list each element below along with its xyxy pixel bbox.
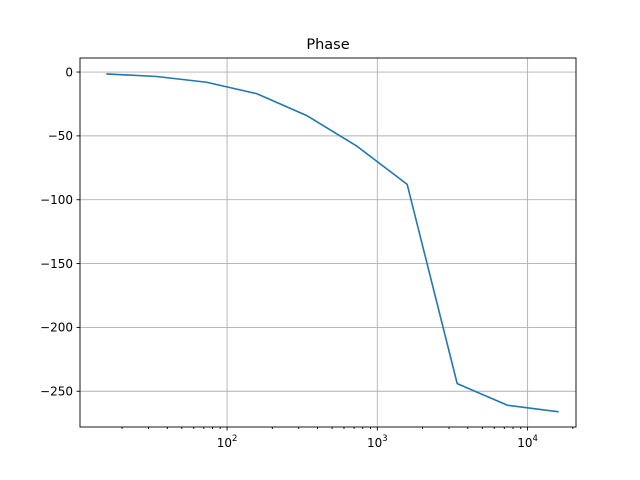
x-tick-label: 102 xyxy=(217,434,238,450)
y-tick-label: −250 xyxy=(40,385,73,399)
plot-area-frame xyxy=(79,57,577,428)
tick-layer: 0 −50 −100 −150 −200 −250 102 103 104 xyxy=(40,65,574,450)
y-tick-label: −50 xyxy=(48,129,73,143)
chart-title: Phase xyxy=(306,37,349,53)
y-tick-label: −200 xyxy=(40,321,73,335)
phase-series-line xyxy=(106,73,559,413)
y-tick-label: 0 xyxy=(65,65,73,79)
x-tick-label: 103 xyxy=(367,434,388,450)
series-layer xyxy=(106,73,559,413)
y-tick-label: −150 xyxy=(40,257,73,271)
y-tick-label: −100 xyxy=(40,193,73,207)
grid xyxy=(80,58,576,427)
x-tick-label: 104 xyxy=(517,434,538,450)
